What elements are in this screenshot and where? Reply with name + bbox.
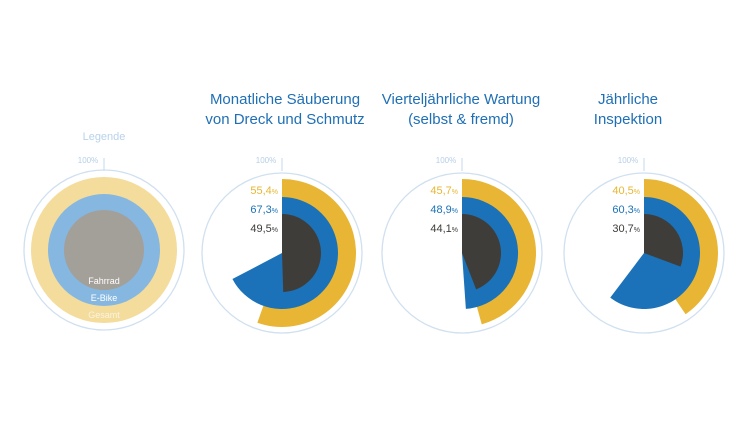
chart-2-fahrrad-value-label: 30,7% — [612, 223, 640, 235]
legend-label-ebike: E-Bike — [91, 293, 118, 303]
legend-title: Legende — [82, 131, 126, 143]
chart-1-gesamt-value: 45,7 — [430, 185, 451, 197]
percent-sign: % — [452, 227, 458, 234]
chart-1-100-label: 100% — [436, 156, 456, 165]
chart-1-ebike-value-label: 48,9% — [430, 204, 458, 216]
percent-sign: % — [452, 189, 458, 196]
chart-title-yearly-inspection: Jährliche Inspektion — [593, 91, 663, 128]
chart-0-ebike-value: 67,3 — [250, 204, 271, 216]
chart-2-gesamt-value-label: 40,5% — [612, 185, 640, 197]
legend-fahrrad-disc — [64, 210, 144, 290]
chart-0-ebike-value-label: 67,3% — [250, 204, 278, 216]
legend-label-gesamt: Gesamt — [88, 310, 120, 320]
chart-title-quarterly-maintenance: Vierteljährliche Wartung (selbst & fremd… — [381, 91, 541, 128]
percent-sign: % — [272, 208, 278, 215]
chart-1-fahrrad-value: 44,1 — [430, 223, 451, 235]
chart-2-ebike-value: 60,3 — [612, 204, 633, 216]
chart-0-gesamt-value-label: 55,4% — [250, 185, 278, 197]
legend-label-fahrrad: Fahrrad — [88, 276, 120, 286]
percent-sign: % — [272, 189, 278, 196]
percent-sign: % — [634, 227, 640, 234]
chart-0-fahrrad-value-label: 49,5% — [250, 223, 278, 235]
percent-sign: % — [452, 208, 458, 215]
chart-1-fahrrad-sector — [462, 214, 501, 290]
chart-2-100-label: 100% — [618, 156, 638, 165]
chart-0-gesamt-value: 55,4 — [250, 185, 271, 197]
percent-sign: % — [634, 189, 640, 196]
chart-title-monthly-cleaning: Monatliche Säuberung von Dreck und Schmu… — [205, 91, 365, 128]
chart-1-gesamt-value-label: 45,7% — [430, 185, 458, 197]
chart-2-gesamt-value: 40,5 — [612, 185, 633, 197]
chart-0-fahrrad-value: 49,5 — [250, 223, 271, 235]
chart-2-ebike-value-label: 60,3% — [612, 204, 640, 216]
chart-0-fahrrad-sector — [282, 214, 321, 292]
percent-sign: % — [272, 227, 278, 234]
chart-1-ebike-value: 48,9 — [430, 204, 451, 216]
chart-2-fahrrad-value: 30,7 — [612, 223, 633, 235]
chart-0-100-label: 100% — [256, 156, 276, 165]
legend-100-label: 100% — [78, 156, 98, 165]
percent-sign: % — [634, 208, 640, 215]
chart-2-fahrrad-sector — [644, 214, 684, 267]
chart-1-fahrrad-value-label: 44,1% — [430, 223, 458, 235]
